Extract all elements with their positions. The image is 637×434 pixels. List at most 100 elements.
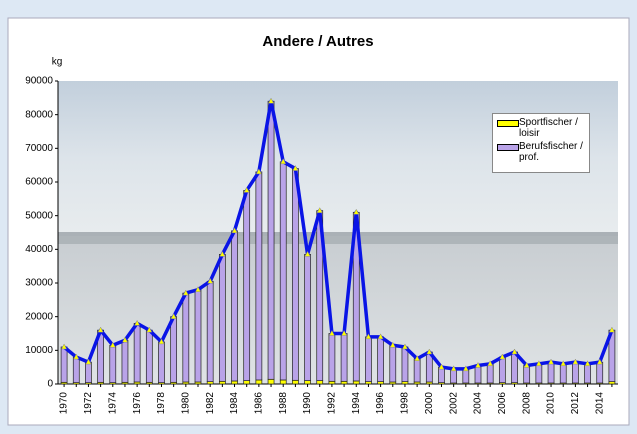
x-tick-label: 1998 xyxy=(400,392,411,415)
x-tick-label: 1990 xyxy=(302,392,313,415)
bar-segment xyxy=(145,329,153,383)
total-marker xyxy=(61,343,67,350)
legend-item: Sportfischer / loisir xyxy=(497,117,587,139)
bar-segment xyxy=(85,361,92,384)
total-marker xyxy=(353,208,360,215)
total-marker xyxy=(97,326,104,333)
total-marker xyxy=(255,168,262,175)
legend: Sportfischer / loisir Berufsfischer / pr… xyxy=(492,113,590,173)
x-tick-label: 1970 xyxy=(59,392,70,415)
total-marker xyxy=(523,361,530,368)
bar-segment xyxy=(218,254,226,382)
bar-segment xyxy=(255,171,263,381)
bar-segment xyxy=(121,339,129,383)
bar-segment xyxy=(243,380,251,385)
total-marker xyxy=(584,360,591,367)
total-marker xyxy=(134,319,141,326)
total-marker xyxy=(414,355,421,361)
bar-segment xyxy=(292,168,299,381)
bar-segment xyxy=(72,356,80,384)
bar-segment xyxy=(401,346,409,382)
y-tick-label: 0 xyxy=(47,379,53,390)
x-tick-label: 2002 xyxy=(448,392,459,415)
y-tick-label: 50000 xyxy=(25,210,53,221)
bar-segment xyxy=(182,292,190,383)
legend-swatch xyxy=(497,144,519,151)
bar-segment xyxy=(365,336,372,382)
bar-segment xyxy=(340,333,348,382)
bar-segment xyxy=(377,336,384,382)
bar-segment xyxy=(389,344,397,383)
bar-segment xyxy=(352,380,360,385)
total-marker xyxy=(158,338,165,345)
bar-segment xyxy=(377,381,384,385)
total-marker xyxy=(475,361,481,368)
bar-segment xyxy=(584,363,591,384)
bar-segment xyxy=(133,323,141,383)
bar-segment xyxy=(292,379,299,385)
bar-segment xyxy=(572,361,579,384)
bar-segment xyxy=(316,380,324,385)
total-marker xyxy=(560,360,567,367)
bar-segment xyxy=(267,100,275,380)
x-tick-label: 1986 xyxy=(254,392,265,415)
bar-segment xyxy=(486,363,494,384)
total-marker xyxy=(304,250,311,257)
bar-segment xyxy=(255,379,263,385)
x-tick-label: 2008 xyxy=(521,392,532,415)
total-marker xyxy=(535,360,542,367)
bar-segment xyxy=(340,380,348,385)
total-marker xyxy=(268,97,274,104)
bar-segment xyxy=(559,363,567,384)
bar-segment xyxy=(243,190,251,381)
bar-segment xyxy=(328,380,336,385)
x-tick-label: 1992 xyxy=(327,392,338,415)
bar-segment xyxy=(498,356,506,384)
bar-segment xyxy=(328,333,336,382)
total-marker xyxy=(109,341,116,348)
bar-segment xyxy=(279,161,287,381)
chart-title: Andere / Autres xyxy=(262,33,373,50)
total-marker xyxy=(548,358,554,365)
x-tick-label: 1980 xyxy=(180,392,191,415)
bar-segment xyxy=(401,381,409,385)
total-marker xyxy=(377,333,384,340)
bar-segment xyxy=(206,280,214,382)
bar-segment xyxy=(438,366,445,384)
total-marker xyxy=(182,289,189,296)
x-tick-label: 1994 xyxy=(351,392,362,415)
total-marker xyxy=(462,365,469,372)
y-tick-label: 90000 xyxy=(25,76,53,87)
x-tick-label: 1976 xyxy=(132,392,143,415)
x-tick-label: 1978 xyxy=(156,392,167,415)
bar-segment xyxy=(231,230,238,382)
bar-segment xyxy=(304,380,311,385)
y-tick-label: 60000 xyxy=(25,177,53,188)
bar-segment xyxy=(547,361,555,384)
total-marker xyxy=(316,207,323,213)
y-tick-label: 30000 xyxy=(25,278,53,289)
total-marker xyxy=(499,353,506,360)
total-marker xyxy=(195,286,201,292)
bar-segment xyxy=(535,363,543,384)
y-tick-label: 20000 xyxy=(25,311,53,322)
bar-segment xyxy=(474,365,482,384)
bar-segment xyxy=(304,254,311,381)
bar-segment xyxy=(158,341,165,384)
x-tick-label: 1996 xyxy=(375,392,386,415)
y-tick-label: 40000 xyxy=(25,244,53,255)
total-marker xyxy=(85,358,92,365)
bar-segment xyxy=(596,361,604,384)
y-tick-label: 80000 xyxy=(25,109,53,120)
bar-segment xyxy=(231,380,238,385)
total-marker xyxy=(231,227,238,234)
bar-segment xyxy=(608,381,616,385)
total-marker xyxy=(219,250,226,257)
total-marker xyxy=(426,348,433,355)
x-tick-label: 1984 xyxy=(229,392,240,415)
bar-segment xyxy=(194,289,202,383)
total-marker xyxy=(280,158,287,165)
legend-label: Sportfischer / loisir xyxy=(519,117,578,139)
